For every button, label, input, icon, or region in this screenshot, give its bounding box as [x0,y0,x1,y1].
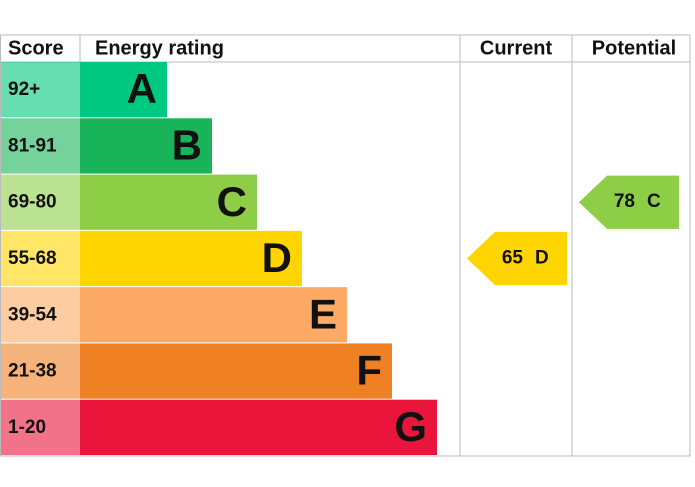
rating-letter: C [217,178,247,225]
rating-letter: A [127,65,157,112]
header-current: Current [480,37,553,59]
score-cell [1,118,80,174]
score-cell [1,230,80,287]
rating-bar [80,174,257,230]
rating-letter: D [262,234,292,281]
current-arrow [467,231,567,286]
rating-bar [80,287,347,343]
potential-arrow [579,175,679,229]
score-cell [1,174,80,230]
header-rating: Energy rating [95,37,224,59]
rating-bar [80,118,212,174]
rating-letter: B [172,122,202,169]
score-label: 1-20 [8,417,46,438]
rating-bar [80,399,437,455]
score-label: 92+ [8,79,40,100]
header-potential: Potential [592,37,676,59]
score-label: 69-80 [8,192,57,213]
score-cell [1,343,80,399]
potential-letter: C [647,191,661,212]
rating-bar [80,343,392,399]
potential-value: 78 [614,191,635,212]
rating-bar [80,62,167,118]
rating-bar [80,230,302,287]
score-label: 39-54 [8,304,57,325]
rating-letter: E [309,290,337,337]
score-cell [1,399,80,455]
header-score: Score [8,37,64,59]
score-label: 81-91 [8,135,57,156]
score-label: 55-68 [8,248,57,269]
rating-letter: F [356,347,382,394]
score-cell [1,287,80,343]
current-value: 65 [502,248,524,269]
score-cell [1,62,80,118]
rating-letter: G [394,403,427,450]
score-label: 21-38 [8,361,57,382]
current-letter: D [535,248,549,269]
